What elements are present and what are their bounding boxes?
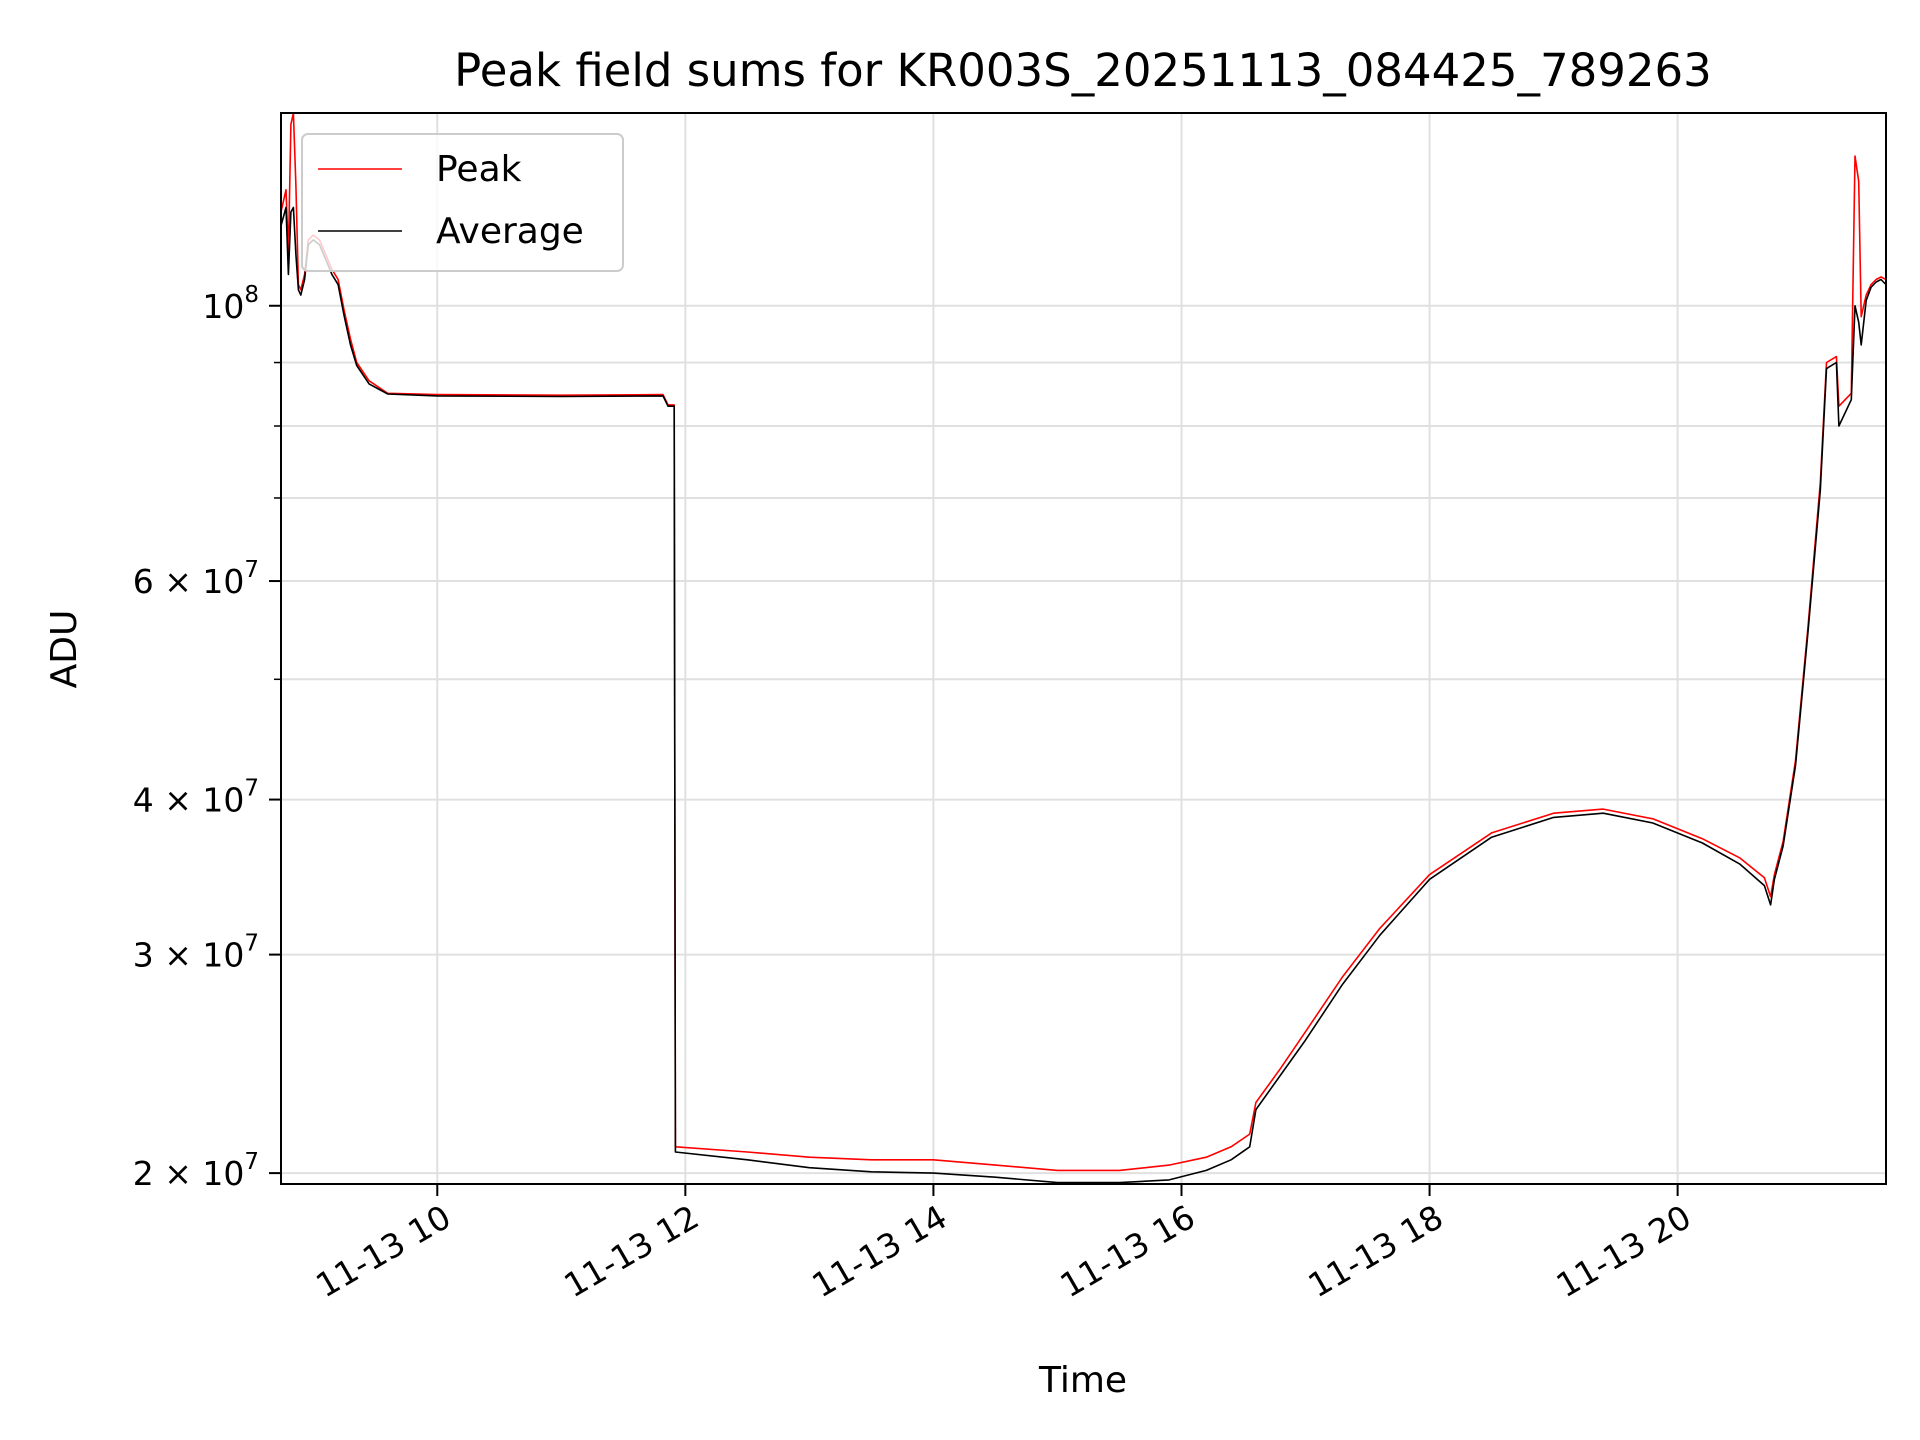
y-tick-label-base: 6 × 10 bbox=[133, 562, 245, 601]
legend: Peak Average bbox=[301, 133, 624, 272]
y-axis-label: ADU bbox=[44, 610, 85, 689]
y-tick-label-exponent: 7 bbox=[244, 1149, 259, 1175]
y-tick-label: 6 × 107 bbox=[133, 557, 259, 601]
grid bbox=[281, 113, 1886, 1184]
y-tick-label-base: 10 bbox=[202, 287, 244, 326]
y-tick-label-exponent: 7 bbox=[244, 931, 259, 957]
y-tick-label: 2 × 107 bbox=[133, 1149, 259, 1193]
legend-average-label: Average bbox=[436, 211, 584, 252]
plot-frame bbox=[280, 112, 1887, 1185]
y-tick-label-base: 3 × 10 bbox=[133, 936, 245, 975]
y-tick-label-exponent: 7 bbox=[244, 557, 259, 583]
chart-title: Peak field sums for KR003S_20251113_0844… bbox=[454, 44, 1712, 97]
x-axis-label: Time bbox=[1038, 1360, 1127, 1401]
plot-background bbox=[281, 113, 1886, 1184]
y-tick-label-exponent: 7 bbox=[244, 776, 259, 802]
y-tick-label: 4 × 107 bbox=[133, 776, 259, 820]
plot-area: 11-13 10 11-13 12 11-13 14 11-13 16 11-13 18… bbox=[133, 112, 1887, 1305]
y-tick-label: 3 × 107 bbox=[133, 931, 259, 975]
y-tick-label-base: 4 × 10 bbox=[133, 781, 245, 820]
y-tick-label-base: 2 × 10 bbox=[133, 1154, 245, 1193]
y-tick-label: 108 bbox=[202, 282, 259, 326]
legend-peak-label: Peak bbox=[436, 149, 522, 190]
y-tick-label-exponent: 8 bbox=[244, 282, 259, 308]
